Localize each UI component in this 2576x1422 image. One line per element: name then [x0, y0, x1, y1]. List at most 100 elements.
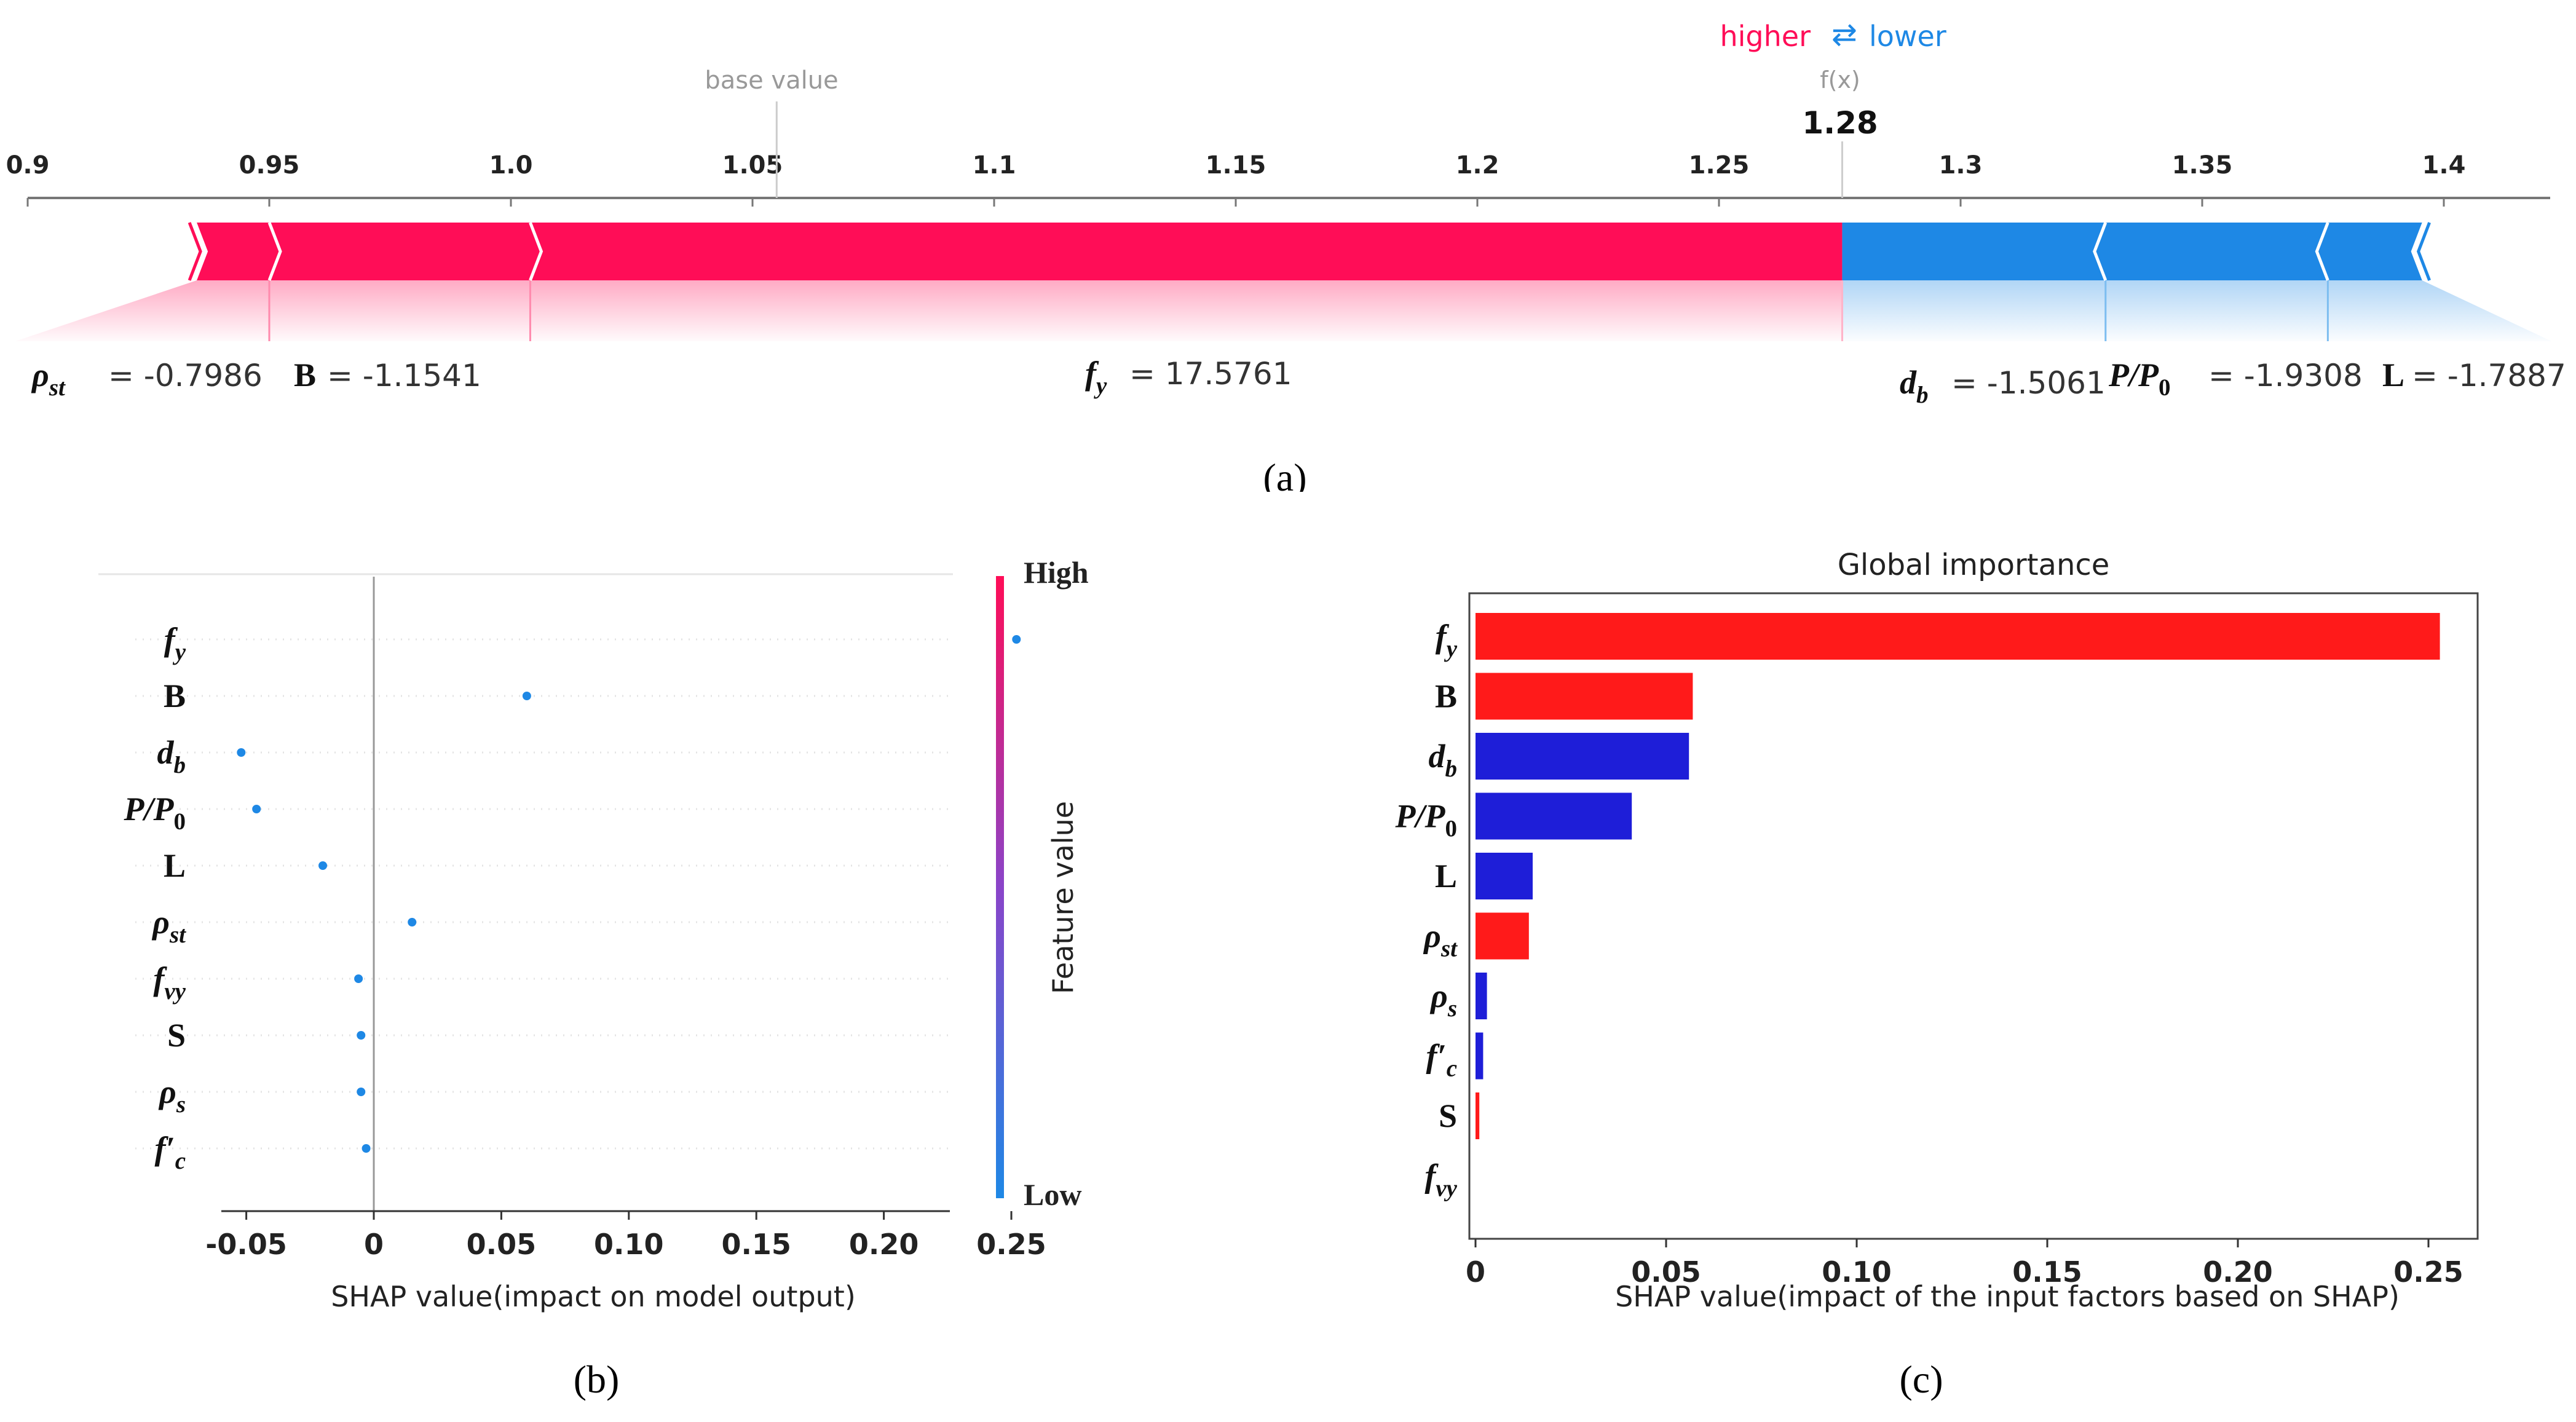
panel-c-title: Global importance	[1838, 548, 2110, 582]
base-value-label: base value	[705, 66, 838, 95]
category-label-9-main: f	[1424, 1158, 1439, 1195]
category-label-4-main: L	[1435, 858, 1457, 895]
negative-tail-chevron	[2416, 222, 2431, 281]
feature-label-0: fy	[164, 621, 186, 665]
importance-bar	[1476, 1092, 1480, 1139]
panel-c-xlabel: SHAP value(impact of the input factors b…	[1615, 1280, 2400, 1313]
force-feature-name-main: L	[2382, 357, 2404, 393]
colorbar-high-label: High	[1024, 555, 1089, 590]
force-feature-name-main: d	[1900, 364, 1917, 401]
feature-label-6-main: f	[153, 960, 167, 997]
category-label-4: L	[1435, 858, 1457, 895]
category-label-3-sub: 0	[1445, 816, 1458, 842]
colorbar-low-label: Low	[1024, 1177, 1081, 1212]
category-label-6-sub: s	[1447, 995, 1457, 1022]
axis-tick-label: 1.4	[2422, 151, 2466, 180]
force-feature-label: ρst = -0.7986	[31, 357, 263, 401]
panel-c-label: (c)	[1899, 1357, 1943, 1401]
x-axis-tick-label: 0.15	[721, 1228, 791, 1261]
lower-label: lower	[1869, 20, 1946, 53]
feature-label-4: L	[164, 847, 186, 884]
feature-label-3-main: P/P	[124, 791, 175, 828]
positive-force-segment	[197, 223, 280, 280]
feature-label-1-main: B	[164, 677, 186, 714]
arrows-icon: ⇄	[1831, 17, 1857, 52]
category-label-8: S	[1439, 1097, 1457, 1134]
x-axis-tick-label: 0.05	[1631, 1255, 1701, 1289]
category-label-2-main: d	[1429, 738, 1446, 775]
category-label-1: B	[1435, 678, 1457, 715]
x-axis-tick-label: 0.20	[849, 1228, 919, 1261]
importance-bar	[1476, 613, 2440, 660]
category-label-8-main: S	[1439, 1097, 1457, 1134]
feature-label-5-main: ρ	[151, 904, 170, 941]
force-feature-value: = -1.7887	[2412, 358, 2566, 393]
feature-label-4-main: L	[164, 847, 186, 884]
feature-label-5-sub: st	[169, 922, 186, 948]
force-feature-value: = -1.5061	[1951, 365, 2106, 401]
negative-segment-separator	[2315, 222, 2329, 281]
category-label-6-main: ρ	[1429, 978, 1448, 1014]
panel-b-xlabel: SHAP value(impact on model output)	[331, 1280, 856, 1313]
feature-label-5: ρst	[151, 904, 186, 948]
force-feature-value: = 17.5761	[1129, 356, 1292, 392]
category-label-3: P/P0	[1395, 798, 1457, 842]
force-feature-name-sub: st	[49, 374, 66, 401]
axis-tick-label: 1.2	[1456, 151, 1499, 180]
shap-point	[252, 805, 261, 813]
category-label-0-main: f	[1436, 618, 1450, 655]
axis-tick-label: 1.1	[973, 151, 1016, 180]
negative-connector-fill	[1842, 280, 2551, 341]
positive-connector-fill	[15, 280, 1843, 341]
force-feature-name-main: P/P	[2108, 357, 2159, 393]
feature-label-3: P/P0	[124, 791, 186, 835]
force-feature-value: = -0.7986	[108, 358, 263, 393]
shap-point	[354, 974, 363, 983]
axis-tick-label: 1.35	[2172, 151, 2233, 180]
shap-point	[237, 748, 246, 757]
feature-label-7-main: S	[167, 1017, 186, 1054]
axis-tick-label: 1.3	[1939, 151, 1983, 180]
category-label-9: fvy	[1424, 1158, 1457, 1202]
importance-bar	[1476, 733, 1689, 780]
positive-force-segment	[269, 223, 542, 280]
x-axis-tick-label: 0	[1466, 1255, 1485, 1289]
x-axis-tick-label: 0.15	[2012, 1255, 2082, 1289]
feature-label-8-sub: s	[176, 1091, 186, 1118]
feature-label-9-main: f′	[155, 1130, 175, 1167]
category-label-5-main: ρ	[1423, 918, 1441, 955]
importance-bar	[1476, 673, 1693, 720]
force-feature-name: B	[294, 357, 316, 393]
category-label-2: db	[1429, 738, 1458, 782]
feature-label-8-main: ρ	[158, 1073, 176, 1110]
shap-point	[1012, 635, 1021, 644]
feature-label-8: ρs	[158, 1073, 186, 1118]
shap-point	[408, 918, 417, 926]
feature-label-6-sub: vy	[164, 978, 186, 1005]
force-feature-label: B = -1.1541	[294, 357, 481, 393]
axis-tick-label: 0.95	[239, 151, 300, 180]
higher-label: higher	[1720, 20, 1811, 53]
feature-label-1: B	[164, 677, 186, 714]
force-feature-name: db	[1900, 364, 1929, 408]
feature-label-2-sub: b	[174, 752, 186, 778]
positive-tail-chevron	[188, 222, 202, 281]
negative-segment-separator	[2093, 222, 2108, 281]
feature-label-3-sub: 0	[174, 808, 186, 835]
axis-tick-label: 1.15	[1206, 151, 1266, 180]
positive-segment-separator	[267, 222, 282, 281]
force-feature-name: fy	[1085, 355, 1107, 399]
shap-point	[357, 1031, 366, 1040]
category-label-1-main: B	[1435, 678, 1457, 715]
x-axis-tick-label: 0.25	[976, 1228, 1046, 1261]
x-axis-tick-label: 0	[364, 1228, 384, 1261]
shap-point	[318, 861, 328, 870]
fx-label: f(x)	[1820, 66, 1860, 93]
force-plot-panel: higher ⇄ lower f(x) 1.28 base value 0.9 0…	[6, 17, 2566, 492]
force-feature-value: = -1.9308	[2208, 358, 2363, 393]
shap-point	[522, 692, 531, 700]
fx-value: 1.28	[1802, 105, 1878, 141]
x-axis-tick-label: -0.05	[205, 1228, 287, 1261]
force-feature-label: fy = 17.5761	[1085, 355, 1292, 399]
importance-bar	[1476, 1032, 1484, 1080]
